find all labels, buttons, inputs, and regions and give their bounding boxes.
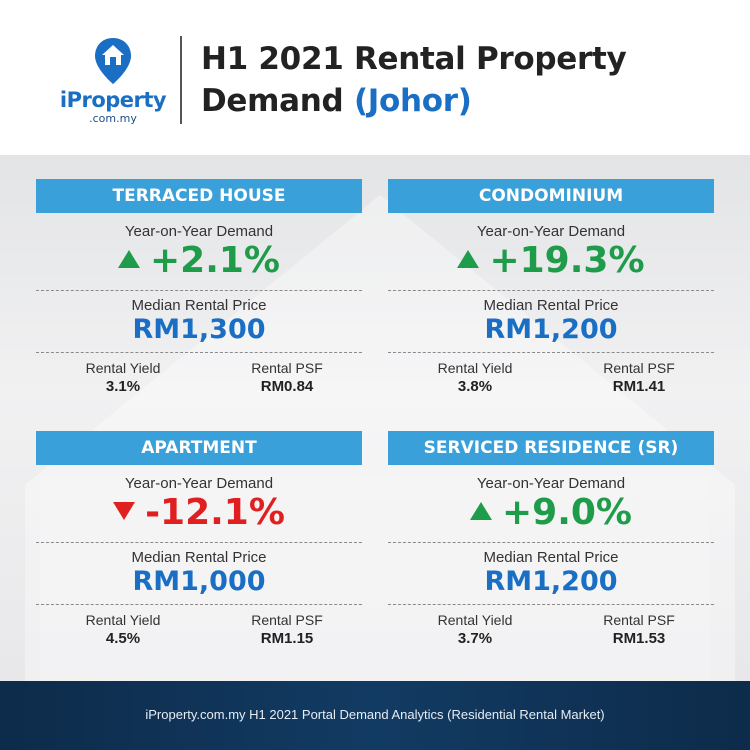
divider (36, 290, 362, 291)
divider (36, 604, 362, 605)
rental-psf: Rental PSF RM1.15 (222, 612, 352, 648)
median-label: Median Rental Price (483, 549, 619, 566)
rental-psf-label: Rental PSF (251, 360, 323, 376)
rental-yield-value: 3.8% (457, 378, 493, 395)
divider (388, 604, 714, 605)
median-value: RM1,200 (484, 566, 618, 597)
title-line-2: Demand (Johor) (201, 80, 626, 122)
header-divider (180, 36, 182, 124)
card-apartment: APARTMENT Year-on-Year Demand -12.1% Med… (36, 431, 362, 652)
title-line-2-prefix: Demand (201, 83, 354, 119)
median-label: Median Rental Price (131, 549, 267, 566)
yoy-value: +9.0% (388, 492, 714, 534)
yoy-value-text: +9.0% (501, 492, 632, 533)
divider (388, 352, 714, 353)
rental-psf-value: RM1.53 (612, 630, 666, 647)
brand-logo[interactable]: iProperty .com.my (58, 36, 168, 126)
yoy-label: Year-on-Year Demand (124, 475, 274, 492)
divider (388, 290, 714, 291)
median-value: RM1,200 (484, 314, 618, 345)
rental-psf-label: Rental PSF (251, 612, 323, 628)
rental-psf: Rental PSF RM1.41 (574, 360, 704, 396)
median-label: Median Rental Price (483, 297, 619, 314)
page-title: H1 2021 Rental Property Demand (Johor) (201, 38, 627, 122)
rental-yield-label: Rental Yield (85, 612, 161, 628)
card-title: SERVICED RESIDENCE (SR) (388, 431, 714, 465)
rental-psf: Rental PSF RM0.84 (222, 360, 352, 396)
yoy-value-text: +19.3% (489, 240, 645, 281)
rental-yield: Rental Yield 3.1% (58, 360, 188, 396)
card-title: APARTMENT (36, 431, 362, 465)
yoy-value: +2.1% (36, 240, 362, 282)
rental-yield: Rental Yield 4.5% (58, 612, 188, 648)
yoy-value: +19.3% (388, 240, 714, 282)
rental-yield: Rental Yield 3.7% (410, 612, 540, 648)
trend-up-icon (469, 502, 492, 520)
rental-psf-value: RM1.41 (612, 378, 666, 395)
divider (36, 352, 362, 353)
card-serviced-residence: SERVICED RESIDENCE (SR) Year-on-Year Dem… (388, 431, 714, 652)
yoy-label: Year-on-Year Demand (476, 223, 626, 240)
trend-up-icon (457, 250, 480, 268)
yoy-value-text: +2.1% (149, 240, 280, 281)
footer-source-text: iProperty.com.my H1 2021 Portal Demand A… (145, 707, 605, 722)
yoy-value: -12.1% (36, 492, 362, 534)
house-pin-icon (95, 38, 131, 84)
trend-up-icon (117, 250, 140, 268)
rental-psf: Rental PSF RM1.53 (574, 612, 704, 648)
brand-domain: .com.my (89, 112, 137, 125)
rental-psf-label: Rental PSF (603, 612, 675, 628)
rental-psf-label: Rental PSF (603, 360, 675, 376)
median-label: Median Rental Price (131, 297, 267, 314)
rental-yield-value: 4.5% (105, 630, 141, 647)
card-terraced-house: TERRACED HOUSE Year-on-Year Demand +2.1%… (36, 179, 362, 400)
rental-yield-label: Rental Yield (437, 360, 513, 376)
stats-row: Rental Yield 3.8% Rental PSF RM1.41 (388, 360, 714, 400)
footer: iProperty.com.my H1 2021 Portal Demand A… (0, 681, 750, 750)
rental-psf-value: RM1.15 (260, 630, 314, 647)
content-area: TERRACED HOUSE Year-on-Year Demand +2.1%… (0, 155, 750, 681)
rental-yield-label: Rental Yield (85, 360, 161, 376)
title-line-1: H1 2021 Rental Property (201, 41, 627, 77)
median-value: RM1,300 (132, 314, 266, 345)
rental-psf-value: RM0.84 (260, 378, 314, 395)
rental-yield: Rental Yield 3.8% (410, 360, 540, 396)
yoy-label: Year-on-Year Demand (124, 223, 274, 240)
yoy-value-text: -12.1% (145, 492, 285, 533)
divider (388, 542, 714, 543)
brand-name: iProperty (59, 88, 167, 112)
stats-row: Rental Yield 3.1% Rental PSF RM0.84 (36, 360, 362, 400)
divider (36, 542, 362, 543)
stats-row: Rental Yield 3.7% Rental PSF RM1.53 (388, 612, 714, 652)
stats-row: Rental Yield 4.5% Rental PSF RM1.15 (36, 612, 362, 652)
trend-down-icon (113, 502, 136, 520)
header: iProperty .com.my H1 2021 Rental Propert… (0, 0, 750, 155)
rental-yield-label: Rental Yield (437, 612, 513, 628)
rental-yield-value: 3.1% (105, 378, 141, 395)
card-title: CONDOMINIUM (388, 179, 714, 213)
card-condominium: CONDOMINIUM Year-on-Year Demand +19.3% M… (388, 179, 714, 400)
background-house-icon (25, 195, 735, 681)
rental-yield-value: 3.7% (457, 630, 493, 647)
median-value: RM1,000 (132, 566, 266, 597)
card-title: TERRACED HOUSE (36, 179, 362, 213)
yoy-label: Year-on-Year Demand (476, 475, 626, 492)
title-region: (Johor) (353, 83, 472, 119)
